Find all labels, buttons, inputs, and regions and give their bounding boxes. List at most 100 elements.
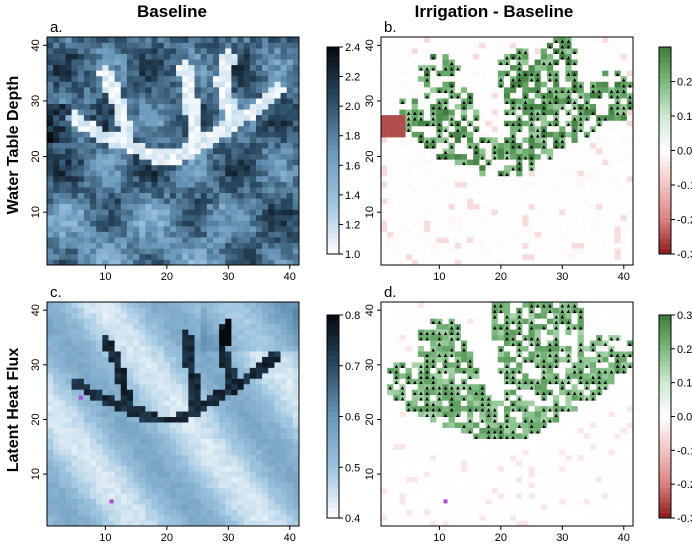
heatmap-cell [280, 176, 288, 182]
heatmap-cell [163, 329, 171, 336]
heatmap-cell [516, 253, 523, 260]
significance-marker: ▲ [572, 128, 578, 134]
heatmap-cell [163, 345, 171, 352]
heatmap-cell [387, 242, 394, 249]
heatmap-cell [206, 389, 214, 396]
heatmap-cell [589, 42, 597, 49]
heatmap-cell [102, 383, 109, 390]
heatmap-cell [65, 75, 72, 82]
heatmap-cell [237, 237, 244, 244]
heatmap-cell [381, 187, 388, 194]
heatmap-cell [188, 259, 195, 266]
heatmap-cell [96, 504, 103, 510]
heatmap-cell [424, 75, 431, 82]
heatmap-cell [381, 153, 388, 160]
heatmap-cell [424, 164, 431, 171]
heatmap-cell [139, 159, 146, 166]
heatmap-cell [522, 181, 529, 188]
panel-label: a. [50, 19, 63, 36]
heatmap-cell [90, 214, 97, 221]
heatmap-cell [381, 248, 388, 255]
heatmap-cell [231, 476, 238, 483]
heatmap-cell [268, 98, 275, 105]
heatmap-cell [485, 59, 492, 66]
heatmap-cell [442, 159, 449, 166]
heatmap-cell [528, 131, 535, 138]
heatmap-cell [454, 59, 462, 66]
heatmap-cell [169, 103, 177, 110]
heatmap-cell [620, 170, 628, 177]
heatmap-cell [503, 125, 511, 132]
heatmap-cell [71, 148, 79, 155]
heatmap-cell [565, 103, 572, 110]
heatmap-cell [59, 471, 66, 478]
heatmap-cell [231, 465, 238, 472]
heatmap-cell [169, 329, 177, 336]
heatmap-cell [102, 181, 109, 188]
heatmap-cell [497, 226, 505, 232]
heatmap-cell [381, 192, 388, 199]
heatmap-cell [485, 70, 492, 77]
heatmap-cell [83, 81, 91, 88]
heatmap-cell [194, 405, 201, 412]
heatmap-cell [126, 383, 134, 390]
heatmap-cell [47, 259, 54, 266]
heatmap-cell [212, 476, 220, 483]
heatmap-cell [479, 159, 486, 166]
heatmap-cell [96, 120, 103, 127]
heatmap-cell [231, 181, 238, 188]
heatmap-cell [460, 198, 468, 205]
heatmap-cell [206, 351, 214, 357]
heatmap-cell [96, 329, 103, 336]
heatmap-cell [206, 42, 214, 49]
heatmap-cell [528, 237, 535, 244]
significance-marker: ▲ [424, 78, 430, 84]
heatmap-cell [65, 59, 72, 66]
heatmap-cell [194, 362, 201, 368]
colorbar-segment [659, 217, 671, 224]
heatmap-cell [546, 142, 554, 149]
significance-marker: ▲ [547, 61, 553, 67]
heatmap-cell [47, 351, 54, 357]
heatmap-cell [516, 248, 523, 255]
heatmap-cell [516, 120, 523, 127]
heatmap-cell [176, 253, 183, 260]
heatmap-cell [200, 137, 208, 143]
heatmap-cell [120, 323, 128, 330]
heatmap-cell [571, 209, 578, 216]
heatmap-cell [571, 98, 578, 105]
heatmap-cell [448, 87, 456, 93]
heatmap-cell [225, 373, 232, 379]
heatmap-cell [114, 176, 122, 182]
significance-marker: ▲ [473, 150, 479, 156]
heatmap-cell [90, 209, 97, 216]
heatmap-cell [516, 131, 523, 138]
heatmap-cell [77, 148, 85, 155]
heatmap-cell [200, 345, 208, 352]
heatmap-cell [417, 253, 425, 260]
heatmap-cell [59, 203, 66, 210]
heatmap-cell [83, 75, 91, 82]
heatmap-cell [182, 509, 189, 516]
heatmap-cell [268, 248, 275, 255]
heatmap-cell [583, 259, 591, 266]
heatmap-cell [200, 449, 208, 456]
heatmap-cell [225, 237, 232, 244]
heatmap-cell [292, 70, 300, 77]
heatmap-cell [255, 103, 263, 110]
heatmap-cell [139, 59, 146, 66]
heatmap-cell [485, 48, 492, 54]
heatmap-cell [503, 81, 511, 88]
heatmap-cell [626, 103, 634, 110]
heatmap-cell [454, 231, 462, 238]
heatmap-cell [206, 48, 214, 54]
heatmap-cell [571, 125, 578, 132]
heatmap-cell [194, 203, 201, 210]
significance-marker: ▲ [443, 139, 449, 145]
heatmap-cell [65, 422, 72, 428]
heatmap-cell [90, 170, 97, 177]
heatmap-cell [151, 203, 158, 210]
heatmap-cell [139, 148, 146, 155]
heatmap-cell [71, 362, 79, 368]
heatmap-cell [212, 367, 220, 374]
